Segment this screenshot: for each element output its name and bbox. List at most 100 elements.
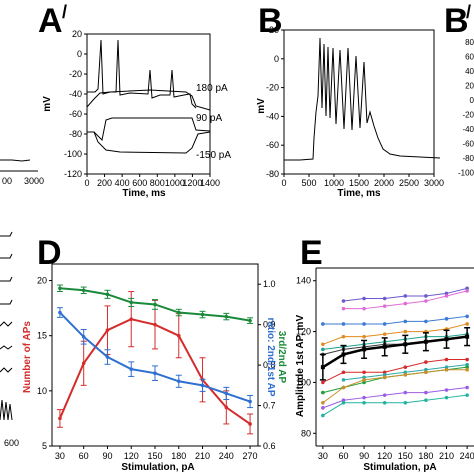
panel-e-cell-point [403,400,408,405]
panel-b-prime-ytick-label: -40 [462,125,474,134]
panel-b-prime-ytick-label: -80 [462,154,474,163]
panel-d-ytick-right-label: 0.7 [263,401,276,411]
panel-a-prime-xtick-label: 0 [84,178,89,188]
panel-e-cell-point [465,367,469,372]
panel-b-xtick-label: 0 [281,178,286,188]
panel-d-point [81,335,86,339]
trace-neg150pa [87,131,211,154]
panel-e-cell-point [321,322,325,326]
panel-d-ytick-left-label: 5 [42,441,47,451]
panel-e-cell-point [444,365,449,369]
panel-d-ylabel-right-1: ratio: 2nd/1st AP [265,317,276,396]
panel-e-cell-point [382,393,387,397]
trace-180pa [86,89,211,111]
panel-b-ytick-label: 20 [269,25,279,35]
panel-a-prime-ytick-label: -80 [69,129,82,139]
panel-d-point [129,300,134,305]
panel-e-cell-point [382,332,387,336]
panel-c-trace-4 [0,299,13,305]
panel-e-cell-point [321,406,325,410]
panel-e-cell-point [444,317,449,321]
panel-b-ylabel: mV [256,98,267,114]
panel-e-cell-point [403,319,408,324]
panel-e-cell-point [341,378,346,382]
panel-c-xtick: 600 [4,438,19,448]
panel-e-xtick-label: 210 [439,451,454,461]
panel-a-prime-ytick-label: -40 [69,89,82,99]
panel-e-cell-point [362,296,366,301]
panel-b-xtick-label: 2500 [399,178,419,188]
panel-d-ylabel-right-2: 3rd/2nd AP [276,331,287,384]
panel-b-prime-letter: B [444,2,469,40]
panel-e-cell-point [341,334,346,339]
panel-e-cell-point [362,370,366,375]
panel-d: D 30 60 90 120 150 180 210 240 270 20 15 10 5 1.0 0.9 0… [22,234,287,473]
panel-e-cell-point [424,390,428,395]
panel-e-xtick-label: 90 [359,451,369,461]
panel-a-prime-xtick-label: 800 [150,178,165,188]
panel-c-trace-7 [0,367,13,373]
panel-a-prime-xtick-label: 1000 [165,178,185,188]
panel-a-prime-mark: / [62,2,67,22]
panel-d-xtick-label: 240 [219,451,234,461]
panel-a-partial-xtick-0: 00 [2,176,12,186]
panel-d-point [176,310,181,315]
panel-e-cell-point [403,373,408,377]
panel-e-cell-point [341,398,346,403]
panel-e-cell-point [321,380,325,385]
panel-e-cell-point [321,390,325,395]
panel-e-cell-series [322,387,468,409]
panel-a-prime-ytick-label: -100 [64,149,82,159]
panel-d-ytick-right-label: 0.9 [263,320,276,330]
panel-d-xtick-label: 150 [147,451,162,461]
panel-e-cell-point [424,294,428,298]
panel-e-xtick-label: 150 [398,451,413,461]
panel-d-point [224,314,229,319]
panel-b-prime-mark: / [466,2,471,22]
panel-a-prime-xtick-label: 200 [97,178,112,188]
panel-a-prime-ylabel: mV [42,96,53,112]
panel-e-mean-series [322,335,468,369]
panel-e-cell-point [382,375,387,380]
panel-d-ytick-left-label: 20 [37,276,47,286]
panel-d-ytick-left-label: 10 [37,386,47,396]
panel-e-cell-point [382,400,387,405]
panel-e-cell-point [382,370,387,375]
panel-d-xtick-label: 90 [102,451,112,461]
panel-c-partial: 600 [0,231,19,448]
panel-e-cell-point [382,304,387,308]
panel-e-cell-point [465,385,469,390]
panel-a-partial: 00 3000 [0,159,44,186]
panel-e-cell-point [444,367,449,372]
panel-a-prime-xlabel: Time, ms [122,188,166,199]
panel-d-point [58,416,62,421]
panel-e-xtick-label: 180 [418,451,433,461]
panel-d-point [153,302,157,307]
panel-b-prime-yticks: 80 60 40 20 0 -20 -40 -60 -80 -100 [458,38,474,178]
panel-b-xtick-label: 1500 [349,178,369,188]
panel-d-point [153,322,157,327]
panel-d-point [224,391,229,396]
panel-e-letter: E [300,234,323,272]
annotation-180pa: 180 pA [196,83,228,94]
panel-d-xtick-label: 210 [195,451,210,461]
panel-e-cell-point [403,365,408,369]
panel-a-prime-frame [86,33,211,175]
panel-c-trace-1 [0,231,13,237]
annotation-neg150pa: -150 pA [196,150,231,161]
annotation-90pa: 90 pA [196,113,222,124]
panel-e-cell-series [322,333,468,350]
panel-e-cell-point [362,380,366,385]
panel-d-point [81,361,86,366]
panel-e-cell-point [341,322,346,326]
trace-b [284,37,441,161]
panel-e-xtick-label: 120 [377,451,392,461]
panel-b-ytick-label: -60 [266,140,279,150]
panel-a-prime-ytick-label: -120 [64,169,82,179]
panel-e-cell-point [424,398,428,403]
panel-e-cell-point [424,370,428,375]
panel-e-ytick-label: 140 [296,276,311,286]
panel-e-ytick-label: 120 [296,327,311,337]
panel-e-cell-point [444,395,449,400]
panel-e-chart: 30 60 90 120 150 180 210 240 140 120 100 80 [296,267,474,461]
